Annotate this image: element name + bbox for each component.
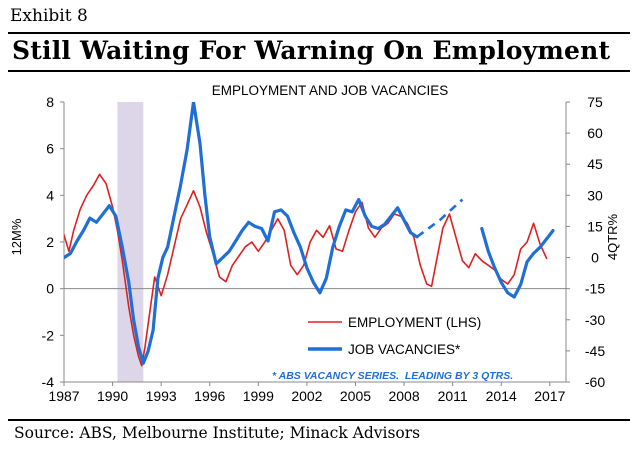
series-employment-line [64, 173, 548, 367]
legend-label-vacancies: JOB VACANCIES* [348, 342, 461, 357]
x-tick-label: 2011 [438, 388, 468, 404]
series-vacancies-dashed-line [416, 198, 464, 238]
left-tick-label: -4 [42, 374, 55, 390]
x-tick-label: 1999 [243, 388, 274, 404]
x-tick-label: 2002 [291, 388, 322, 404]
title-rule [8, 70, 630, 72]
source-rule [8, 419, 630, 421]
source-note: Source: ABS, Melbourne Institute; Minack… [14, 424, 421, 442]
left-tick-label: 8 [46, 94, 54, 110]
x-axis-ticks: 1987 1990 1993 1996 1999 2002 2005 2008 2011 2014… [48, 382, 566, 404]
left-tick-label: -2 [42, 327, 55, 343]
x-tick-label: 2008 [388, 388, 419, 404]
x-tick-label: 2014 [486, 388, 517, 404]
right-tick-label: -45 [585, 343, 605, 359]
series-vacancies-line-1 [64, 102, 419, 365]
series-layer [64, 102, 555, 367]
left-tick-label: 2 [46, 234, 54, 250]
left-tick-label: 6 [46, 141, 54, 157]
y-axis-label-left: 12M% [9, 218, 24, 255]
right-tick-label: 60 [587, 125, 603, 141]
top-rule [8, 32, 630, 34]
right-tick-label: -15 [585, 281, 605, 297]
y-axis-label-right: 4QTR% [605, 213, 620, 260]
series-vacancies-line-3 [480, 226, 555, 299]
right-tick-label: 75 [587, 94, 603, 110]
chart-title: EMPLOYMENT AND JOB VACANCIES [212, 83, 449, 98]
chart-note: * ABS VACANCY SERIES. LEADING BY 3 QTRS. [272, 370, 513, 382]
right-tick-label: 45 [587, 156, 603, 172]
page-title: Still Waiting For Warning On Employment [12, 36, 611, 65]
left-axis-ticks: 8 6 4 2 0 -2 -4 [42, 94, 64, 390]
right-tick-label: 15 [587, 218, 603, 234]
x-tick-label: 1996 [194, 388, 225, 404]
right-tick-label: 0 [591, 250, 599, 266]
right-tick-label: -30 [585, 312, 605, 328]
right-axis-ticks: 75 60 45 30 15 0 -15 -30 -45 -60 [566, 94, 605, 390]
legend-label-employment: EMPLOYMENT (LHS) [348, 315, 481, 330]
left-tick-label: 4 [46, 187, 54, 203]
right-tick-label: -60 [585, 374, 605, 390]
x-tick-label: 1993 [146, 388, 177, 404]
left-tick-label: 0 [46, 281, 54, 297]
x-tick-label: 1990 [97, 388, 128, 404]
x-tick-label: 2017 [534, 388, 565, 404]
x-tick-label: 2005 [340, 388, 371, 404]
right-tick-label: 30 [587, 187, 603, 203]
x-tick-label: 1987 [48, 388, 79, 404]
legend: EMPLOYMENT (LHS) JOB VACANCIES* [308, 315, 481, 357]
exhibit-label: Exhibit 8 [10, 6, 88, 26]
